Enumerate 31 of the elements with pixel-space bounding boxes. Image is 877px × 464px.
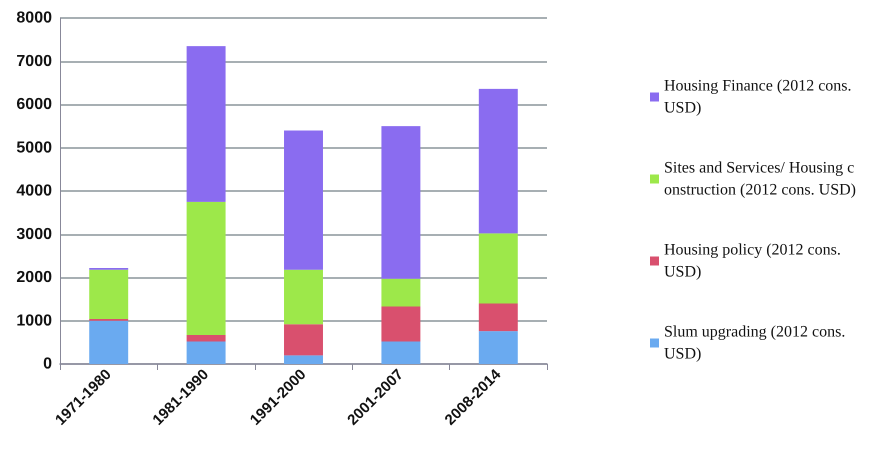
y-tick-label: 6000 [16, 96, 52, 113]
bar [478, 331, 518, 364]
bar [478, 88, 518, 234]
bar [381, 278, 420, 306]
bar [381, 342, 420, 364]
bar [381, 126, 420, 279]
y-tick-label: 5000 [16, 139, 52, 156]
y-tick-label: 1000 [16, 312, 52, 330]
legend-label: Housing policy (2012 cons. USD) [664, 242, 845, 280]
bar [284, 270, 323, 324]
bar [186, 342, 226, 364]
y-tick-label: 7000 [16, 52, 52, 70]
y-tick-label: 2000 [16, 269, 52, 286]
bar [89, 270, 128, 320]
bar [89, 320, 128, 364]
bar [284, 324, 323, 356]
y-tick-label: 0 [43, 356, 52, 372]
legend-label: Sites and Services/ Housing c onstruction (2012 cons. USD) [664, 160, 858, 198]
bar [284, 130, 323, 270]
bar [186, 46, 226, 202]
legend-label: Housing Finance (2012 cons. USD) [664, 78, 856, 116]
bar [284, 355, 323, 364]
bar [478, 303, 518, 332]
y-tick-label: 3000 [16, 226, 52, 243]
y-tick-label: 8000 [16, 10, 52, 26]
bar [186, 335, 226, 342]
legend-label: Slum upgrading (2012 cons. USD) [664, 324, 850, 362]
bar [381, 306, 420, 342]
bar [186, 202, 226, 336]
y-tick-label: 4000 [16, 182, 52, 200]
bar [478, 233, 518, 304]
